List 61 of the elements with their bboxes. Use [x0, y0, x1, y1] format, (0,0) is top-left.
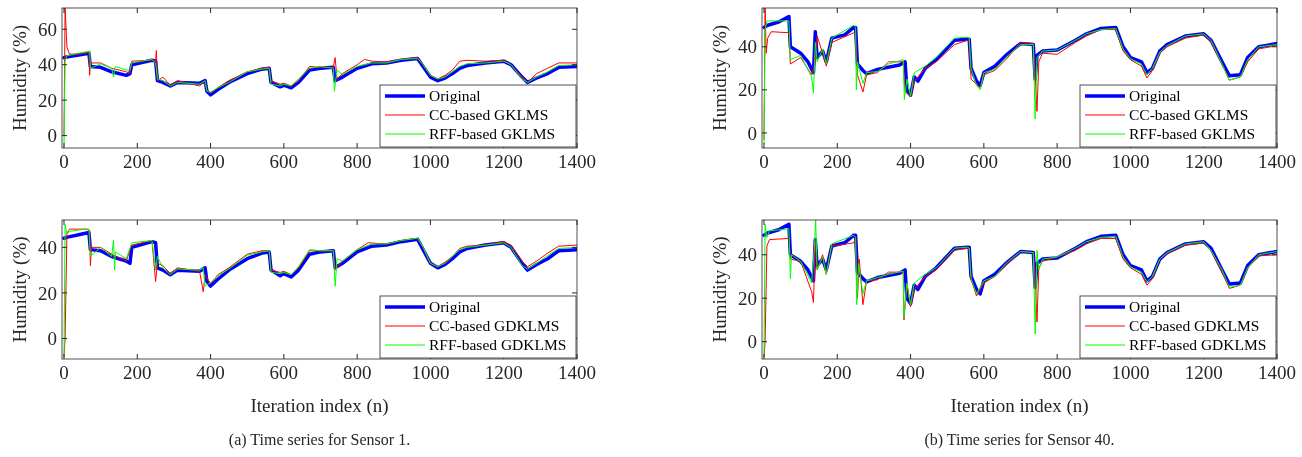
- x-tick-label: 1200: [484, 151, 523, 172]
- y-axis-title: Humidity (%): [9, 236, 31, 343]
- x-tick-label: 1400: [1258, 362, 1296, 383]
- y-tick-label: 0: [47, 328, 57, 350]
- x-tick-label: 400: [196, 362, 225, 383]
- x-tick-label: 200: [823, 362, 852, 383]
- x-tick-label: 1400: [1258, 151, 1296, 172]
- x-tick-label: 800: [342, 151, 372, 172]
- x-tick-label: 600: [969, 362, 999, 383]
- y-tick-label: 40: [38, 236, 57, 258]
- legend-label: Original: [1129, 87, 1181, 105]
- x-tick-label: 1400: [558, 151, 596, 172]
- x-tick-label: 200: [123, 151, 152, 172]
- legend-label: Original: [429, 87, 481, 105]
- x-tick-label: 1200: [1184, 151, 1223, 172]
- legend-label: CC-based GKLMS: [429, 106, 549, 124]
- x-axis-title: Iteration index (n): [950, 395, 1089, 417]
- y-tick-label: 20: [738, 79, 757, 101]
- x-tick-label: 800: [342, 362, 372, 383]
- x-axis-title: Iteration index (n): [250, 395, 389, 417]
- legend-label: CC-based GKLMS: [1129, 106, 1249, 124]
- legend-label: RFF-based GDKLMS: [429, 336, 567, 354]
- legend-label: CC-based GDKLMS: [429, 317, 560, 335]
- text: (a) Time series for Sensor 1.: [228, 431, 411, 449]
- x-tick-label: 800: [1042, 151, 1072, 172]
- y-axis-title: Humidity (%): [709, 236, 731, 343]
- x-tick-label: 1000: [411, 151, 450, 172]
- y-tick-label: 40: [738, 244, 757, 266]
- x-tick-label: 1000: [411, 362, 450, 383]
- y-tick-label: 20: [38, 282, 57, 304]
- x-tick-label: 1000: [1111, 362, 1150, 383]
- x-tick-label: 600: [269, 362, 299, 383]
- x-tick-label: 600: [269, 151, 299, 172]
- x-tick-label: 200: [823, 151, 852, 172]
- y-axis-title: Humidity (%): [9, 24, 31, 132]
- legend-label: RFF-based GKLMS: [429, 125, 556, 143]
- x-tick-label: 400: [896, 362, 925, 383]
- legend-label: RFF-based GKLMS: [1129, 125, 1256, 143]
- x-tick-label: 400: [896, 151, 925, 172]
- x-tick-label: 1200: [1184, 362, 1223, 383]
- y-tick-label: 0: [47, 125, 57, 147]
- y-tick-label: 60: [38, 18, 57, 40]
- x-tick-label: 400: [196, 151, 225, 172]
- legend-label: Original: [429, 298, 481, 316]
- text: (b) Time series for Sensor 40.: [924, 431, 1115, 449]
- y-tick-label: 40: [38, 54, 57, 76]
- y-axis-title: Humidity (%): [709, 24, 731, 132]
- y-tick-label: 40: [738, 36, 757, 58]
- y-tick-label: 0: [747, 122, 757, 144]
- y-tick-label: 20: [738, 287, 757, 309]
- x-tick-label: 600: [969, 151, 999, 172]
- legend-label: RFF-based GDKLMS: [1129, 336, 1267, 354]
- x-tick-label: 1200: [484, 362, 523, 383]
- y-tick-label: 20: [38, 89, 57, 111]
- y-tick-label: 0: [747, 331, 757, 353]
- x-tick-label: 800: [1042, 362, 1072, 383]
- legend-label: CC-based GDKLMS: [1129, 317, 1260, 335]
- x-tick-label: 1000: [1111, 151, 1150, 172]
- legend-label: Original: [1129, 298, 1181, 316]
- x-tick-label: 1400: [558, 362, 596, 383]
- x-tick-label: 200: [123, 362, 152, 383]
